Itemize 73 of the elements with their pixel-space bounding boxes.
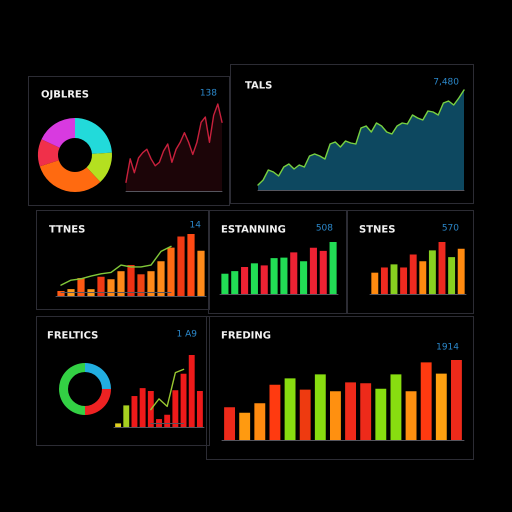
bar bbox=[310, 248, 317, 294]
bar bbox=[269, 384, 280, 440]
text: 14 bbox=[190, 220, 202, 230]
text: 570 bbox=[442, 224, 460, 234]
bar bbox=[458, 248, 465, 294]
chart-title: OJBLRES bbox=[41, 90, 89, 100]
bar bbox=[221, 274, 228, 294]
bar bbox=[300, 261, 308, 294]
text: 7,480 bbox=[433, 78, 460, 88]
bar bbox=[410, 254, 417, 294]
chart-title: FRELTICS bbox=[47, 330, 98, 342]
bar bbox=[115, 423, 122, 427]
bar bbox=[436, 374, 447, 440]
bar bbox=[224, 407, 236, 440]
bar bbox=[107, 279, 115, 296]
bar bbox=[260, 265, 268, 294]
chart-title: STNES bbox=[359, 224, 396, 236]
bar bbox=[390, 264, 398, 294]
bar bbox=[448, 257, 456, 294]
bar bbox=[132, 396, 138, 427]
bar bbox=[284, 378, 296, 440]
bar bbox=[197, 250, 205, 296]
bar bbox=[167, 248, 175, 296]
bar bbox=[156, 419, 162, 427]
bar bbox=[380, 267, 388, 294]
bar bbox=[450, 360, 462, 440]
text: 508 bbox=[316, 224, 334, 234]
chart-title: ESTANNING bbox=[221, 224, 286, 236]
bar bbox=[406, 391, 417, 440]
bar bbox=[172, 390, 178, 427]
bar bbox=[180, 374, 186, 427]
bar bbox=[280, 258, 288, 294]
text: 138 bbox=[200, 88, 218, 98]
text: 1 A9 bbox=[176, 330, 198, 340]
bar bbox=[428, 250, 436, 294]
bar bbox=[290, 252, 298, 294]
bar bbox=[420, 362, 432, 440]
bar bbox=[250, 263, 258, 294]
bar bbox=[390, 374, 402, 440]
bar bbox=[97, 276, 105, 296]
bar bbox=[157, 261, 165, 296]
bar bbox=[123, 405, 130, 427]
chart-title: TTNES bbox=[49, 224, 86, 236]
bar bbox=[148, 391, 154, 427]
bar bbox=[188, 355, 195, 427]
bar bbox=[239, 412, 250, 440]
bar bbox=[314, 374, 326, 440]
bar bbox=[320, 250, 327, 294]
bar bbox=[438, 242, 446, 294]
bar bbox=[117, 271, 125, 296]
bar bbox=[375, 388, 386, 440]
bar bbox=[330, 242, 337, 294]
bar bbox=[371, 272, 378, 294]
bar bbox=[231, 271, 238, 294]
chart-title: TALS bbox=[245, 80, 272, 92]
bar bbox=[187, 234, 195, 296]
chart-title: FREDING bbox=[221, 330, 271, 342]
bar bbox=[254, 403, 266, 440]
bar bbox=[196, 391, 203, 427]
bar bbox=[137, 274, 145, 296]
bar bbox=[140, 388, 146, 427]
bar bbox=[345, 382, 356, 440]
bar bbox=[177, 236, 185, 296]
bar bbox=[400, 267, 408, 294]
bar bbox=[330, 391, 341, 440]
bar bbox=[164, 414, 170, 427]
text: 1914 bbox=[436, 342, 460, 352]
bar bbox=[270, 258, 278, 294]
bar bbox=[300, 390, 311, 440]
bar bbox=[360, 383, 372, 440]
bar bbox=[241, 266, 248, 294]
bar bbox=[419, 261, 426, 294]
bar bbox=[147, 271, 155, 296]
